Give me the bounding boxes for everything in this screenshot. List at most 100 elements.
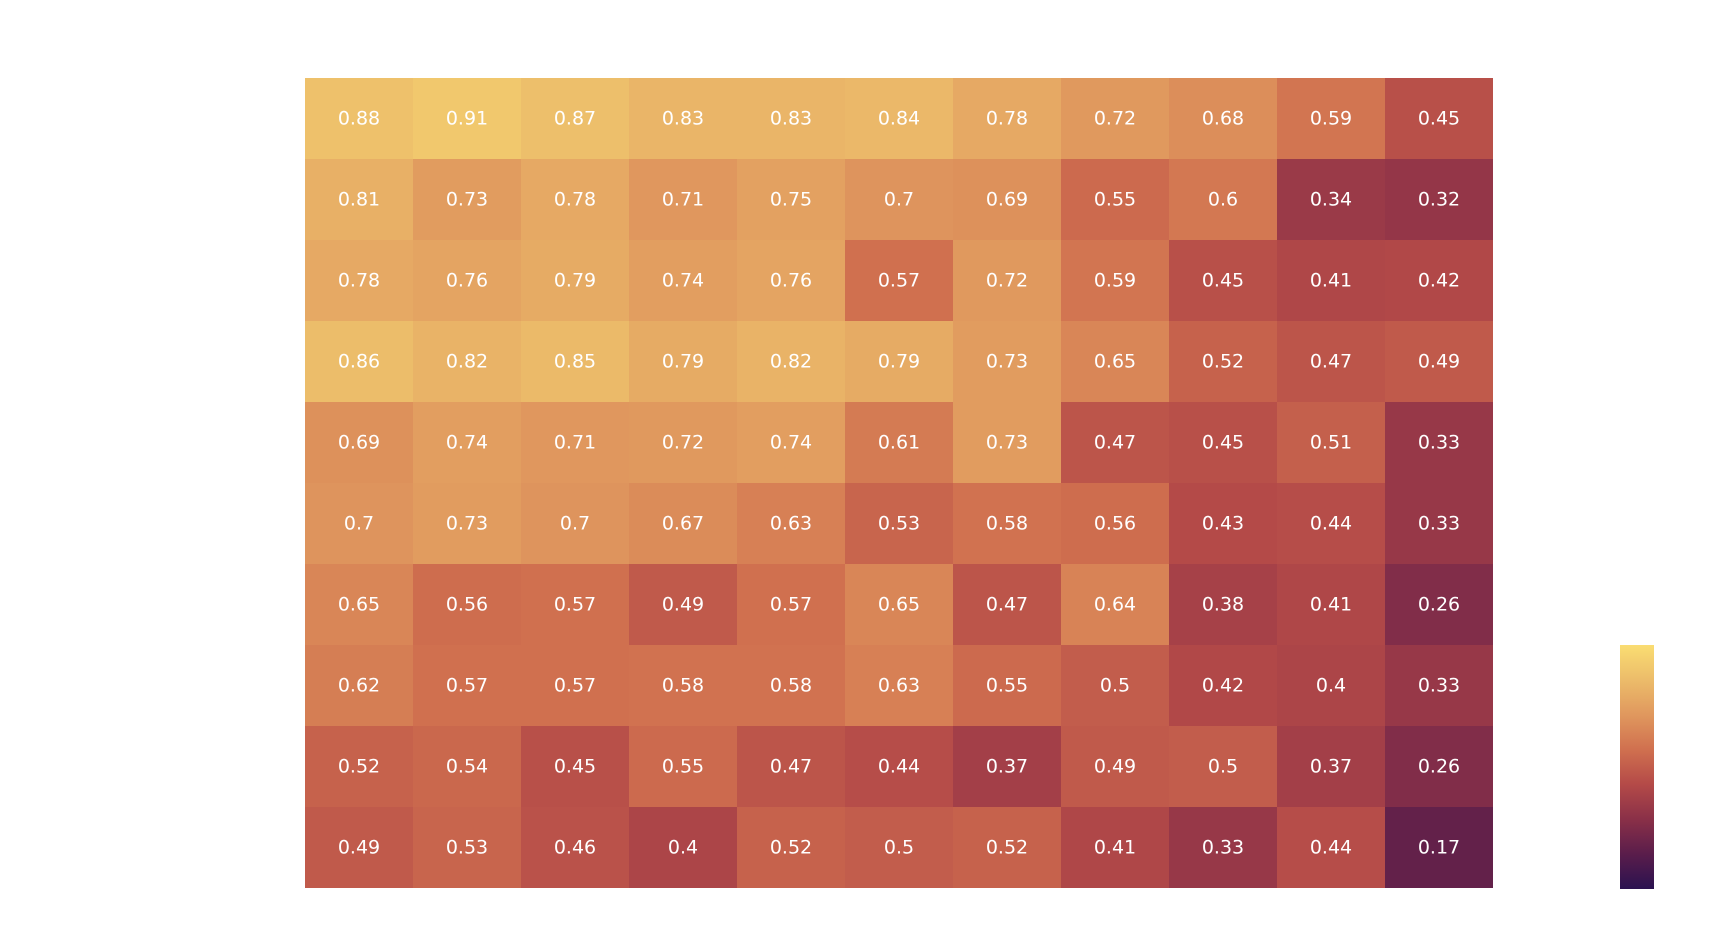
heatmap-cell-r6-c1	[413, 564, 521, 645]
cell-label-r9-c1: 0.53	[446, 837, 488, 859]
cell-label-r3-c3: 0.79	[662, 351, 704, 373]
heatmap-cell-r6-c0	[305, 564, 413, 645]
cell-label-r9-c4: 0.52	[770, 837, 812, 859]
cell-label-r5-c4: 0.63	[770, 513, 812, 535]
cell-label-r6-c4: 0.57	[770, 594, 812, 616]
heatmap-cell-r2-c5	[845, 240, 953, 321]
cell-label-r1-c3: 0.71	[662, 189, 704, 211]
heatmap-cell-r3-c8	[1169, 321, 1277, 402]
heatmap-cell-r1-c1	[413, 159, 521, 240]
cell-label-r5-c2: 0.7	[560, 513, 590, 535]
heatmap-cell-r2-c10	[1385, 240, 1493, 321]
cell-label-r5-c8: 0.43	[1202, 513, 1244, 535]
heatmap-cell-r3-c3	[629, 321, 737, 402]
cell-label-r9-c9: 0.44	[1310, 837, 1352, 859]
heatmap-cell-r8-c8	[1169, 726, 1277, 807]
heatmap-cell-r1-c6	[953, 159, 1061, 240]
heatmap-cell-r4-c8	[1169, 402, 1277, 483]
heatmap-cell-r6-c3	[629, 564, 737, 645]
heatmap-cell-r5-c8	[1169, 483, 1277, 564]
heatmap-cell-r7-c9	[1277, 645, 1385, 726]
heatmap-cell-r3-c0	[305, 321, 413, 402]
heatmap-cell-r5-c1	[413, 483, 521, 564]
heatmap-cell-r6-c10	[1385, 564, 1493, 645]
cell-label-r0-c6: 0.78	[986, 108, 1028, 130]
heatmap-cell-r6-c7	[1061, 564, 1169, 645]
heatmap-cell-r5-c0	[305, 483, 413, 564]
heatmap-cell-r8-c10	[1385, 726, 1493, 807]
heatmap-cell-r4-c10	[1385, 402, 1493, 483]
cell-label-r8-c0: 0.52	[338, 756, 380, 778]
cell-label-r2-c0: 0.78	[338, 270, 380, 292]
heatmap-cell-r9-c0	[305, 807, 413, 888]
cell-label-r6-c8: 0.38	[1202, 594, 1244, 616]
cell-label-r4-c8: 0.45	[1202, 432, 1244, 454]
heatmap-cell-r6-c2	[521, 564, 629, 645]
cell-label-r8-c8: 0.5	[1208, 756, 1238, 778]
cell-label-r7-c2: 0.57	[554, 675, 596, 697]
cell-label-r0-c8: 0.68	[1202, 108, 1244, 130]
heatmap-cell-r9-c1	[413, 807, 521, 888]
heatmap-cell-labels: 0.88 0.91 0.87 0.83 0.83 0.84 0.78 0.72 0.68 0.59…	[338, 108, 1460, 859]
heatmap-cell-r9-c7	[1061, 807, 1169, 888]
cell-label-r1-c9: 0.34	[1310, 189, 1352, 211]
heatmap-cell-r0-c10	[1385, 78, 1493, 159]
cell-label-r7-c0: 0.62	[338, 675, 380, 697]
cell-label-r7-c3: 0.58	[662, 675, 704, 697]
heatmap-cell-r2-c4	[737, 240, 845, 321]
cell-label-r1-c7: 0.55	[1094, 189, 1136, 211]
cell-label-r8-c7: 0.49	[1094, 756, 1136, 778]
heatmap-cell-r3-c4	[737, 321, 845, 402]
heatmap-cell-r6-c4	[737, 564, 845, 645]
heatmap-cell-r2-c3	[629, 240, 737, 321]
heatmap-cell-r9-c6	[953, 807, 1061, 888]
heatmap-cell-r7-c5	[845, 645, 953, 726]
heatmap-cell-r0-c0	[305, 78, 413, 159]
heatmap-cell-r9-c8	[1169, 807, 1277, 888]
cell-label-r4-c3: 0.72	[662, 432, 704, 454]
heatmap-cell-r0-c4	[737, 78, 845, 159]
heatmap-cell-r0-c7	[1061, 78, 1169, 159]
cell-label-r0-c2: 0.87	[554, 108, 596, 130]
cell-label-r7-c6: 0.55	[986, 675, 1028, 697]
cell-label-r1-c2: 0.78	[554, 189, 596, 211]
heatmap-cell-r1-c8	[1169, 159, 1277, 240]
heatmap-cell-r2-c8	[1169, 240, 1277, 321]
cell-label-r4-c1: 0.74	[446, 432, 488, 454]
heatmap-cell-r3-c9	[1277, 321, 1385, 402]
cell-label-r0-c3: 0.83	[662, 108, 704, 130]
heatmap-cells	[305, 78, 1493, 888]
heatmap-cell-r4-c0	[305, 402, 413, 483]
cell-label-r7-c5: 0.63	[878, 675, 920, 697]
cell-label-r7-c1: 0.57	[446, 675, 488, 697]
cell-label-r9-c8: 0.33	[1202, 837, 1244, 859]
cell-label-r6-c0: 0.65	[338, 594, 380, 616]
heatmap-cell-r7-c8	[1169, 645, 1277, 726]
heatmap-cell-r7-c3	[629, 645, 737, 726]
heatmap-cell-r8-c4	[737, 726, 845, 807]
cell-label-r3-c2: 0.85	[554, 351, 596, 373]
cell-label-r2-c3: 0.74	[662, 270, 704, 292]
heatmap-cell-r9-c2	[521, 807, 629, 888]
cell-label-r2-c9: 0.41	[1310, 270, 1352, 292]
cell-label-r5-c7: 0.56	[1094, 513, 1136, 535]
heatmap-cell-r4-c3	[629, 402, 737, 483]
cell-label-r2-c6: 0.72	[986, 270, 1028, 292]
cell-label-r2-c1: 0.76	[446, 270, 488, 292]
heatmap-cell-r0-c3	[629, 78, 737, 159]
cell-label-r2-c8: 0.45	[1202, 270, 1244, 292]
heatmap-cell-r5-c7	[1061, 483, 1169, 564]
cell-label-r3-c9: 0.47	[1310, 351, 1352, 373]
heatmap-cell-r0-c1	[413, 78, 521, 159]
heatmap-cell-r6-c5	[845, 564, 953, 645]
cell-label-r9-c2: 0.46	[554, 837, 596, 859]
cell-label-r1-c8: 0.6	[1208, 189, 1238, 211]
heatmap-cell-r0-c8	[1169, 78, 1277, 159]
cell-label-r9-c0: 0.49	[338, 837, 380, 859]
heatmap-cell-r3-c1	[413, 321, 521, 402]
cell-label-r5-c6: 0.58	[986, 513, 1028, 535]
heatmap-cell-r9-c5	[845, 807, 953, 888]
colorbar	[1620, 645, 1654, 889]
cell-label-r8-c6: 0.37	[986, 756, 1028, 778]
heatmap-cell-r7-c2	[521, 645, 629, 726]
